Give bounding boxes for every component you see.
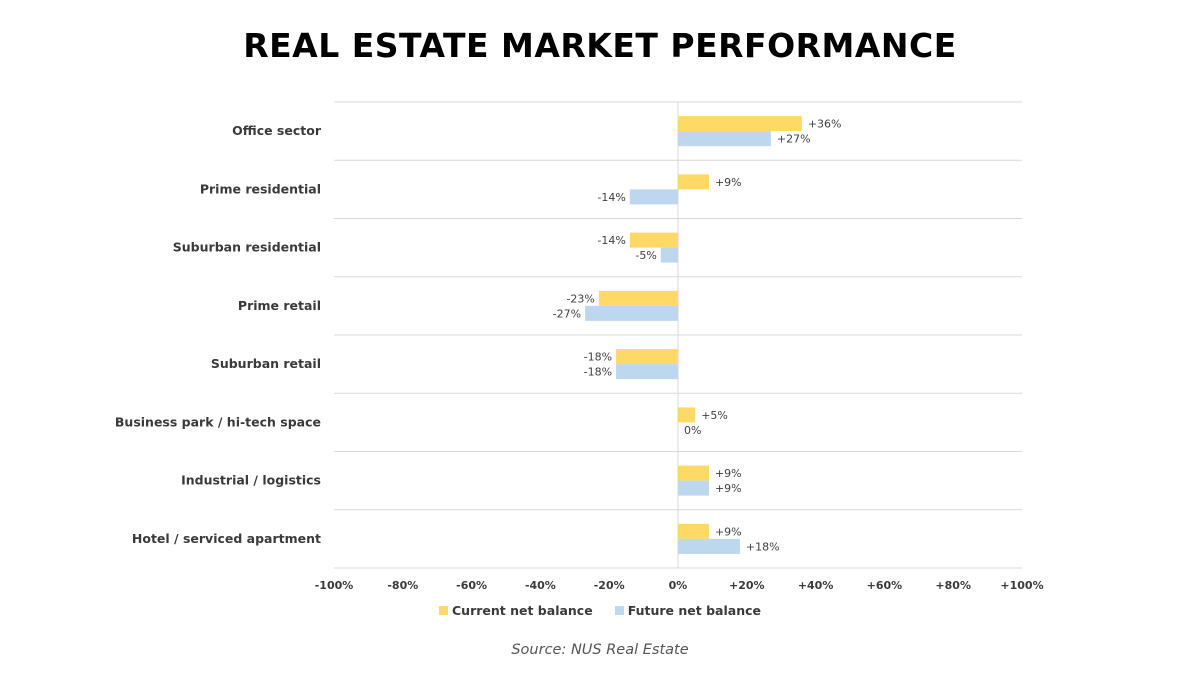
data-label: +9% — [715, 467, 742, 480]
bar-current — [678, 174, 709, 190]
legend-label-future: Future net balance — [627, 603, 761, 618]
category-label: Suburban residential — [173, 240, 321, 255]
bar-future — [585, 305, 678, 321]
x-tick-label: +80% — [935, 579, 971, 592]
bar-current — [678, 116, 802, 132]
data-label: +9% — [715, 482, 742, 495]
bar-future — [678, 538, 740, 554]
x-tick-label: +60% — [867, 579, 903, 592]
bar-future — [678, 131, 771, 147]
category-label: Prime retail — [238, 298, 321, 313]
data-label: +5% — [701, 409, 728, 422]
x-tick-label: 0% — [669, 579, 688, 592]
x-tick-label: +20% — [729, 579, 765, 592]
data-label: -18% — [584, 351, 612, 364]
data-label: +36% — [808, 118, 842, 131]
x-tick-label: -60% — [456, 579, 487, 592]
legend-item-current: Current net balance — [439, 603, 593, 618]
data-label: +9% — [715, 525, 742, 538]
category-label: Hotel / serviced apartment — [132, 531, 321, 546]
category-label: Industrial / logistics — [181, 473, 321, 488]
bar-chart: Office sector +36% +27% Prime residential +9… — [115, 101, 1044, 592]
bar-current — [629, 232, 678, 248]
legend: Current net balance Future net balance — [0, 603, 1200, 618]
category-label: Business park / hi-tech space — [115, 414, 321, 429]
data-label: -27% — [553, 307, 581, 320]
bar-current — [678, 465, 709, 481]
data-label: -23% — [566, 292, 594, 305]
data-label: 0% — [684, 424, 701, 437]
category-label: Suburban retail — [211, 356, 321, 371]
x-tick-label: +40% — [798, 579, 834, 592]
bar-current — [678, 523, 709, 539]
x-tick-label: -20% — [594, 579, 625, 592]
category-label: Office sector — [232, 123, 322, 138]
x-tick-label: -100% — [315, 579, 354, 592]
category-label: Prime residential — [200, 181, 321, 196]
data-label: -18% — [584, 366, 612, 379]
legend-swatch-current — [439, 606, 448, 615]
data-label: +18% — [746, 540, 780, 553]
chart-title: REAL ESTATE MARKET PERFORMANCE — [243, 26, 957, 65]
source-note: Source: NUS Real Estate — [511, 642, 689, 658]
x-tick-label: +100% — [1000, 579, 1043, 592]
data-label: +9% — [715, 176, 742, 189]
legend-swatch-future — [614, 606, 624, 615]
legend-item-future: Future net balance — [614, 603, 761, 618]
bar-future — [678, 480, 709, 496]
x-tick-label: -80% — [387, 579, 418, 592]
data-label: +27% — [777, 133, 811, 146]
data-label: -14% — [597, 191, 625, 204]
bar-future — [616, 364, 678, 380]
bar-current — [678, 407, 696, 423]
data-label: -5% — [635, 249, 656, 262]
legend-label-current: Current net balance — [452, 603, 593, 618]
bar-current — [598, 290, 678, 306]
x-tick-label: -40% — [525, 579, 556, 592]
bar-future — [660, 247, 678, 263]
data-label: -14% — [597, 234, 625, 247]
bar-current — [616, 349, 678, 365]
bar-future — [629, 189, 678, 205]
